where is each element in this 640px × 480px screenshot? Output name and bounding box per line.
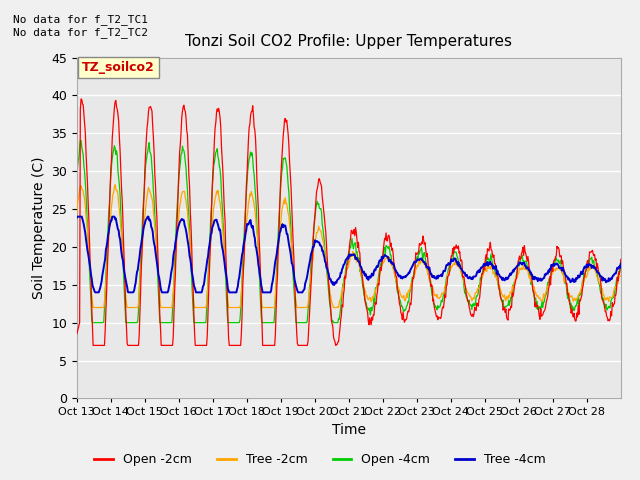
Text: TZ_soilco2: TZ_soilco2 (82, 61, 155, 74)
X-axis label: Time: Time (332, 423, 366, 437)
Title: Tonzi Soil CO2 Profile: Upper Temperatures: Tonzi Soil CO2 Profile: Upper Temperatur… (186, 35, 512, 49)
Y-axis label: Soil Temperature (C): Soil Temperature (C) (31, 157, 45, 299)
Text: No data for f_T2_TC1
No data for f_T2_TC2: No data for f_T2_TC1 No data for f_T2_TC… (13, 14, 148, 38)
Legend: Open -2cm, Tree -2cm, Open -4cm, Tree -4cm: Open -2cm, Tree -2cm, Open -4cm, Tree -4… (90, 448, 550, 471)
